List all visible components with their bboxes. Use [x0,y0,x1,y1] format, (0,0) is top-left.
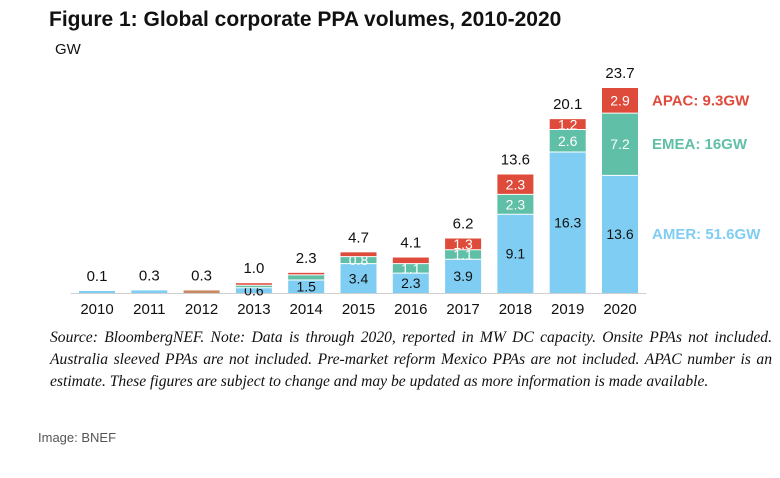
x-tick-label: 2019 [551,301,584,318]
image-credit: Image: BNEF [38,430,117,445]
x-tick-label: 2012 [185,301,218,318]
segment-label-emea: 1.1 [453,247,473,263]
x-tick-label: 2018 [499,301,532,318]
bar-segment-emea [497,194,534,215]
bar-segment-amer [340,263,377,293]
bar-segment-amer [392,273,429,293]
total-label: 4.7 [348,229,369,246]
bar-segment-apac [602,88,638,114]
segment-label-apac: 2.3 [506,176,526,192]
total-label: 23.7 [605,65,634,82]
bar-segment-emea [288,274,325,281]
bar-segment-emea [340,256,377,264]
total-label: 0.3 [139,267,160,284]
total-label: 6.2 [453,216,474,233]
segment-label-amer: 2.3 [401,275,421,291]
bar-segment-amer [445,259,482,293]
x-tick-label: 2020 [603,301,636,318]
bar-segment-emea [235,285,272,288]
total-label: 0.1 [87,268,108,285]
bar-segment-apac [392,257,429,264]
x-tick-label: 2011 [133,301,165,318]
region-label-apac: APAC: 9.3GW [652,93,750,110]
bar-segment-apac [340,252,377,257]
total-label: 2.3 [296,250,317,267]
bar-segment-apac [235,283,272,286]
bar-segment-emea [602,113,638,176]
total-label: 4.1 [400,235,421,252]
chart-title: Figure 1: Global corporate PPA volumes, … [49,8,562,31]
bar-segment-amer [497,214,534,293]
bar-segment-apac [497,174,534,195]
segment-label-emea: 2.3 [506,196,526,212]
bar-segment-apac [445,238,482,250]
segment-label-apac: 2.9 [610,93,630,109]
segment-label-amer: 9.1 [506,246,526,262]
bar-segment-amer [602,175,638,293]
bar-segment-amer [183,290,220,293]
total-label: 1.0 [243,260,264,277]
bar-segment-apac [549,119,586,130]
segment-label-amer: 16.3 [554,215,581,231]
segment-label-amer: 13.6 [606,226,633,242]
bar-segment-emea [392,263,429,274]
source-note: Source: BloombergNEF. Note: Data is thro… [50,329,772,390]
x-tick-label: 2013 [237,301,270,318]
bar-segment-amer [235,287,272,293]
bar-segment-emea [445,249,482,260]
segment-label-amer: 1.5 [296,279,316,295]
segment-label-apac: 1.3 [453,236,473,252]
segment-label-emea: 7.2 [610,136,630,152]
segment-label-amer: 3.4 [349,270,369,286]
bar-segment-apac [288,272,325,275]
x-tick-label: 2015 [342,301,375,318]
x-tick-label: 2017 [446,301,479,318]
x-tick-label: 2014 [290,301,323,318]
bar-segment-emea [549,129,586,153]
total-label: 13.6 [501,151,530,168]
region-label-amer: AMER: 51.6GW [652,226,761,243]
total-label: 0.3 [191,267,212,284]
x-tick-label: 2016 [394,301,427,318]
chart-unit-label: GW [55,41,81,58]
x-tick-label: 2010 [80,301,113,318]
segment-label-amer: 3.9 [453,268,473,284]
region-label-emea: EMEA: 16GW [652,136,748,153]
bar-segment-amer [288,280,325,293]
segment-label-apac: 1.2 [558,116,578,132]
bar-segment-amer [79,291,115,293]
bar-segment-amer [549,152,586,293]
total-label: 20.1 [553,96,582,113]
bar-segment-amer [131,290,168,293]
segment-label-emea: 1.1 [401,260,421,276]
segment-label-emea: 2.6 [558,133,578,149]
figure-panel [42,4,778,412]
